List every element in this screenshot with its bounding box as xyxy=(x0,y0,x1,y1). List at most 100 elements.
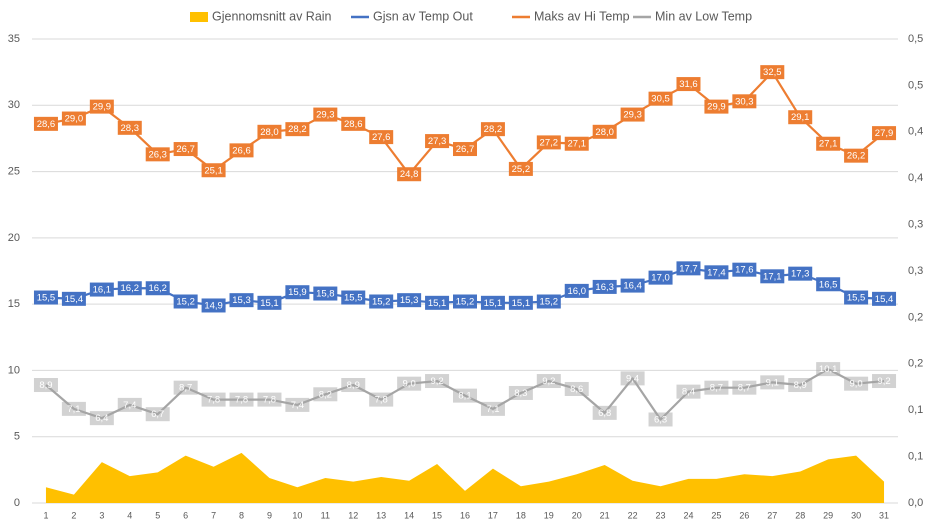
data-label-box xyxy=(145,281,170,296)
data-label: 26,7 xyxy=(176,144,195,155)
data-label: 8,4 xyxy=(682,387,695,398)
data-label: 9,4 xyxy=(626,373,639,384)
data-label: 15,1 xyxy=(484,298,503,309)
data-label: 26,2 xyxy=(847,151,866,162)
data-label: 7,4 xyxy=(123,400,136,411)
data-label-box xyxy=(592,124,617,139)
data-label-box xyxy=(732,380,757,395)
data-label-box xyxy=(480,401,505,416)
rain-area xyxy=(45,452,885,503)
data-label-box xyxy=(760,65,785,80)
data-label-box xyxy=(536,135,561,150)
data-label-box xyxy=(592,279,617,294)
data-label: 15,4 xyxy=(875,294,894,305)
data-label-box xyxy=(285,122,310,137)
data-label: 7,8 xyxy=(235,395,248,406)
data-label: 9,2 xyxy=(430,376,443,387)
x-tick-label: 28 xyxy=(795,510,805,520)
data-label: 14,9 xyxy=(204,300,223,311)
data-label-box xyxy=(257,295,282,310)
data-label-box xyxy=(676,261,701,276)
x-tick-label: 7 xyxy=(211,510,216,520)
data-label: 16,3 xyxy=(595,282,614,293)
data-label-box xyxy=(117,120,142,135)
data-label-box xyxy=(872,374,897,389)
x-tick-label: 8 xyxy=(239,510,244,520)
data-label: 15,3 xyxy=(400,295,419,306)
x-tick-label: 5 xyxy=(155,510,160,520)
x-tick-label: 21 xyxy=(600,510,610,520)
data-label: 7,1 xyxy=(486,404,499,415)
data-label: 28,2 xyxy=(484,124,503,135)
data-label-box xyxy=(648,91,673,106)
data-label-box xyxy=(732,262,757,277)
x-tick-label: 17 xyxy=(488,510,498,520)
data-label-box xyxy=(369,392,394,407)
data-label: 8,7 xyxy=(738,383,751,394)
data-label: 15,2 xyxy=(176,297,195,308)
data-label-box xyxy=(453,294,477,309)
data-label-box xyxy=(564,283,589,298)
data-label-box xyxy=(425,295,450,310)
data-label-box xyxy=(425,134,450,149)
data-label: 28,0 xyxy=(260,127,279,138)
data-label-box xyxy=(732,94,757,109)
data-label-box xyxy=(648,412,673,427)
data-label-box xyxy=(313,107,338,122)
data-label: 17,3 xyxy=(791,269,810,280)
data-label-box xyxy=(508,161,533,176)
data-label: 26,3 xyxy=(148,149,167,160)
data-label: 29,9 xyxy=(707,102,726,113)
data-label: 16,2 xyxy=(148,283,167,294)
data-label: 8,6 xyxy=(570,384,583,395)
data-label: 28,6 xyxy=(344,119,363,130)
data-label: 27,6 xyxy=(372,132,391,143)
x-tick-label: 24 xyxy=(683,510,693,520)
data-label: 15,2 xyxy=(456,297,475,308)
data-label: 7,1 xyxy=(67,404,80,415)
y2-tick-label: 0,1 xyxy=(908,451,923,463)
data-label: 29,1 xyxy=(791,112,810,123)
data-label-box xyxy=(704,99,729,114)
data-label-box xyxy=(229,143,254,158)
data-label: 7,8 xyxy=(375,395,388,406)
data-label-box xyxy=(453,142,477,157)
data-label: 8,9 xyxy=(347,380,360,391)
data-label-box xyxy=(145,147,170,162)
x-tick-label: 13 xyxy=(376,510,386,520)
y-tick-label: 15 xyxy=(8,298,20,310)
data-label: 15,2 xyxy=(372,297,391,308)
data-label-box xyxy=(592,405,617,420)
data-label: 17,6 xyxy=(735,265,754,276)
data-label: 27,9 xyxy=(875,128,894,139)
data-label-box xyxy=(257,392,282,407)
data-label: 9,0 xyxy=(849,379,862,390)
data-label: 7,8 xyxy=(263,395,276,406)
data-label: 25,1 xyxy=(204,165,223,176)
data-label-box xyxy=(369,294,394,309)
x-tick-label: 27 xyxy=(767,510,777,520)
data-label: 9,2 xyxy=(877,376,890,387)
legend-label: Maks av Hi Temp xyxy=(534,9,630,23)
data-label: 7,8 xyxy=(207,395,220,406)
data-label-box xyxy=(816,277,841,292)
data-label: 9,0 xyxy=(403,379,416,390)
data-label: 15,3 xyxy=(232,295,251,306)
x-tick-label: 12 xyxy=(348,510,358,520)
data-label-box xyxy=(536,294,561,309)
data-label: 29,3 xyxy=(623,110,642,121)
y2-tick-label: 0,3 xyxy=(908,219,923,231)
data-label-box xyxy=(508,385,533,400)
data-label-box xyxy=(89,282,114,297)
data-label-box xyxy=(760,375,785,390)
data-label-box xyxy=(33,116,58,131)
data-label: 29,3 xyxy=(316,110,335,121)
data-label: 9,2 xyxy=(542,376,555,387)
data-label-box xyxy=(788,266,813,281)
y2-tick-label: 0,5 xyxy=(908,79,923,91)
data-label: 16,5 xyxy=(819,279,838,290)
data-label: 8,1 xyxy=(458,391,471,402)
data-label: 26,6 xyxy=(232,145,251,156)
data-label-box xyxy=(788,378,813,393)
